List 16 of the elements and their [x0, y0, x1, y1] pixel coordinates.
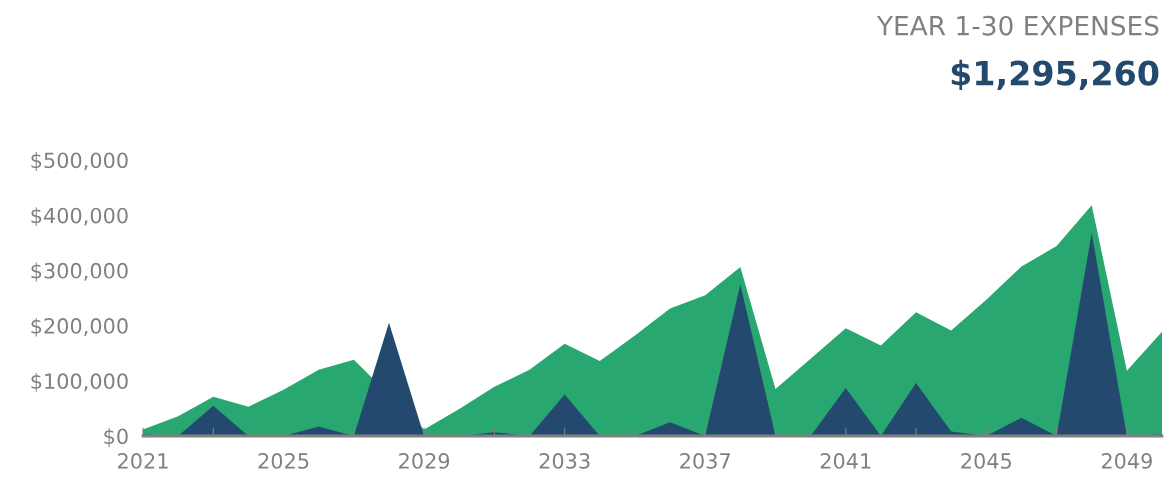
y-tick-label: $500,000	[31, 152, 128, 171]
y-tick-label: $300,000	[31, 262, 128, 282]
y-tick-label: $200,000	[31, 317, 128, 337]
y-tick-label: $0	[104, 428, 128, 447]
chart-title: YEAR 1-30 EXPENSES	[876, 15, 1159, 36]
x-tick-label: 2021	[118, 453, 168, 469]
y-tick-label: $100,000	[31, 372, 128, 392]
x-tick-label: 2037	[680, 453, 730, 469]
x-tick-label: 2029	[399, 453, 450, 469]
x-tick-label: 2033	[539, 453, 590, 469]
y-tick-label: $400,000	[31, 207, 128, 227]
chart-subtitle: $1,295,260	[951, 59, 1159, 91]
x-tick-label: 2041	[820, 453, 871, 469]
x-tick-label: 2045	[961, 453, 1011, 469]
x-tick-label: 2049	[1101, 453, 1152, 469]
x-tick-label: 2025	[258, 453, 309, 469]
